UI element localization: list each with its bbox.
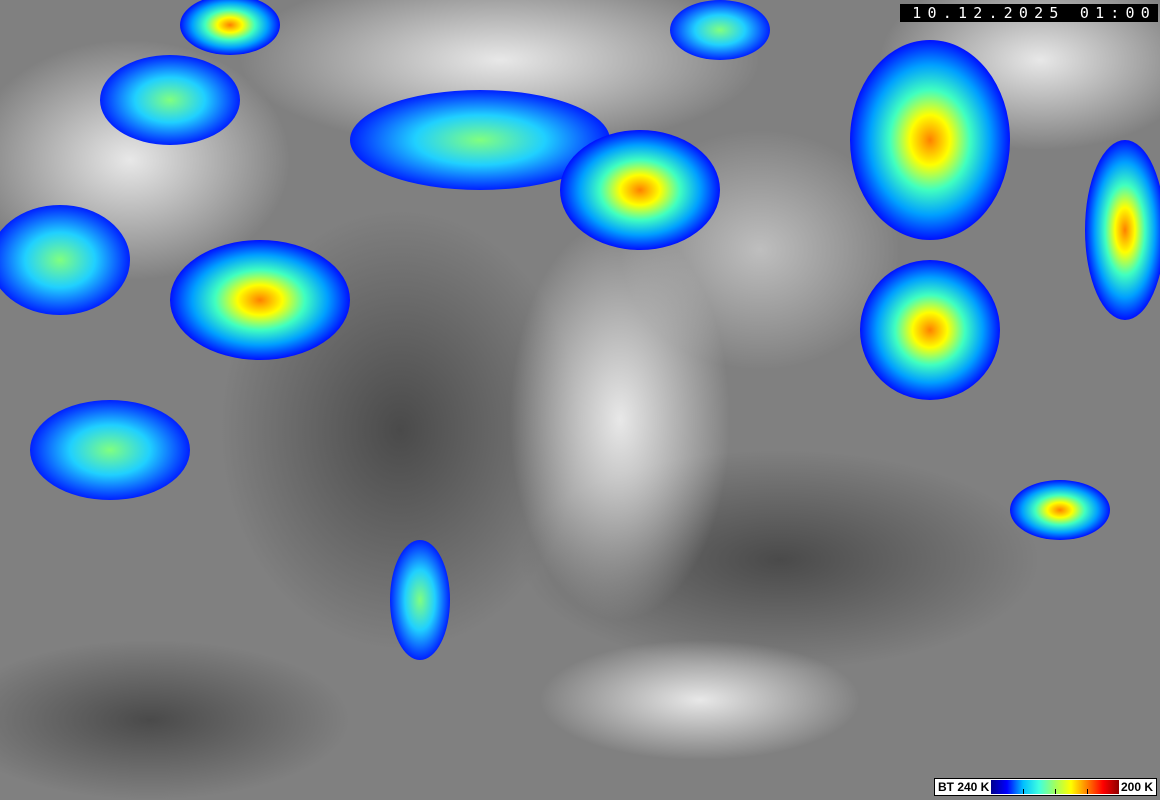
timestamp: 10.12.2025 01:00 (900, 4, 1158, 22)
colorbar-legend: BT 240 K 200 K (934, 778, 1157, 796)
cold-cloud-tops (0, 0, 1160, 660)
colorbar-low-label: BT 240 K (938, 780, 990, 794)
colorbar-gradient (991, 780, 1119, 794)
colorbar-high-label: 200 K (1120, 780, 1153, 794)
colorbar-tick (1023, 789, 1024, 794)
colorbar-tick (1055, 789, 1056, 794)
colorbar-tick (1087, 789, 1088, 794)
